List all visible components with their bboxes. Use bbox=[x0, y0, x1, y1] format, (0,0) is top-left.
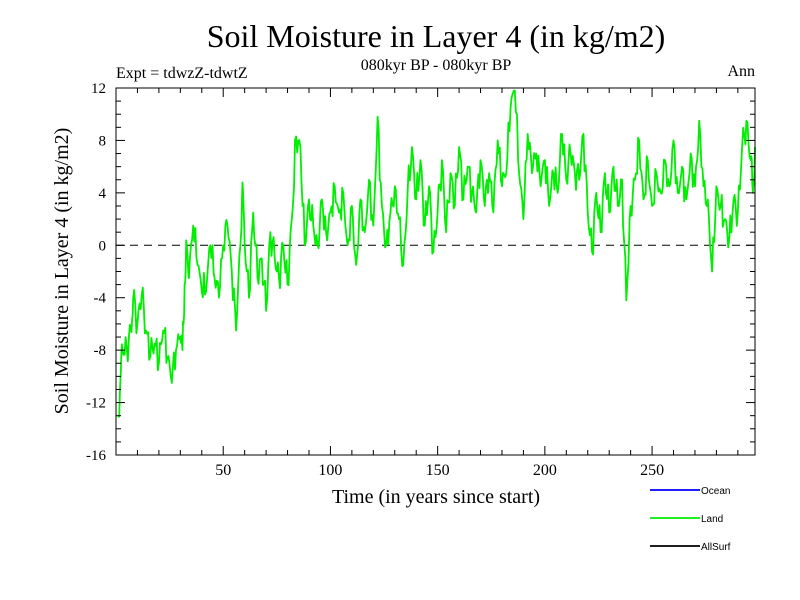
tick-labels-group: 50 100 150 200 250 12 8 4 0 -4 -8 -12 -16 bbox=[86, 81, 664, 479]
chart-subtitle: 080kyr BP - 080kyr BP bbox=[361, 57, 512, 74]
legend-label-allsurf: AllSurf bbox=[701, 542, 731, 553]
chart-title: Soil Moisture in Layer 4 (in kg/m2) bbox=[207, 18, 666, 54]
ticks-group bbox=[116, 88, 755, 455]
x-tick-label: 100 bbox=[318, 462, 342, 479]
y-tick-label: -16 bbox=[86, 448, 106, 464]
x-tick-label: 50 bbox=[215, 462, 231, 479]
legend-label-land: Land bbox=[701, 514, 723, 525]
season-label: Ann bbox=[727, 63, 755, 80]
legend-label-ocean: Ocean bbox=[701, 486, 730, 497]
plot-frame bbox=[115, 87, 756, 456]
series-line-land bbox=[117, 89, 756, 418]
series-group bbox=[117, 89, 756, 418]
y-tick-label: 8 bbox=[99, 133, 107, 149]
x-axis-label: Time (in years since start) bbox=[332, 486, 540, 508]
y-tick-label: -8 bbox=[94, 343, 107, 359]
y-tick-label: -12 bbox=[86, 396, 106, 412]
experiment-label: Expt = tdwzZ-tdwtZ bbox=[116, 65, 248, 82]
x-tick-label: 200 bbox=[533, 462, 557, 479]
x-tick-label: 150 bbox=[426, 462, 450, 479]
y-tick-label: 0 bbox=[99, 238, 107, 254]
y-tick-label: 12 bbox=[91, 81, 106, 97]
y-tick-label: 4 bbox=[99, 186, 107, 202]
y-tick-label: -4 bbox=[94, 291, 107, 307]
legend: Ocean Land AllSurf bbox=[650, 486, 731, 553]
x-tick-label: 250 bbox=[640, 462, 664, 479]
y-axis-label: Soil Moisture in Layer 4 (in kg/m2) bbox=[51, 128, 73, 415]
